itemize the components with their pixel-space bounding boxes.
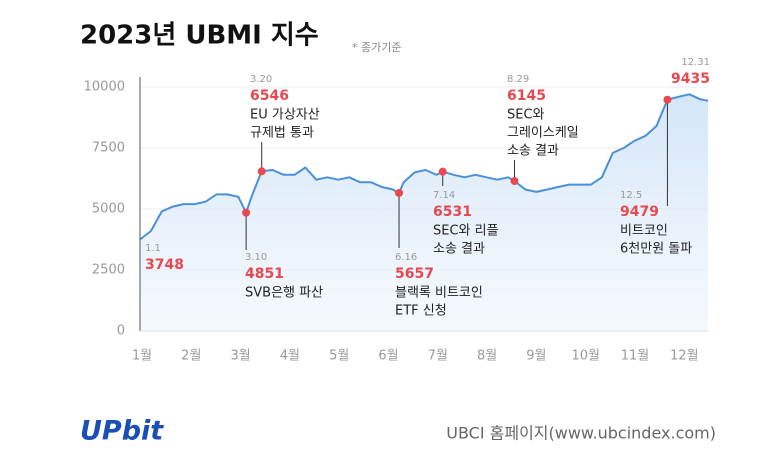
event-date: 1.1 — [145, 243, 161, 254]
event-note: SEC와 리플 — [433, 224, 499, 239]
x-tick-label: 4월 — [280, 349, 300, 364]
event-date: 6.16 — [395, 252, 417, 263]
x-tick-label: 9월 — [526, 349, 546, 364]
y-tick-label: 5000 — [92, 202, 125, 217]
event-note: 블랙록 비트코인 — [395, 286, 483, 301]
x-tick-label: 2월 — [181, 349, 201, 364]
x-tick-label: 3월 — [230, 349, 250, 364]
event-note: SVB은행 파산 — [245, 285, 323, 301]
event-value: 4851 — [245, 266, 284, 282]
event-note: SEC와 — [507, 108, 545, 123]
event-dot — [510, 177, 519, 186]
x-tick-label: 11월 — [621, 349, 650, 364]
x-tick-label: 1월 — [132, 349, 152, 364]
event-dot — [395, 188, 404, 197]
x-tick-label: 7월 — [428, 349, 448, 364]
event-value: 3748 — [145, 257, 184, 273]
event-dot — [257, 167, 266, 176]
x-tick-label: 6월 — [378, 349, 398, 364]
event-value: 5657 — [395, 266, 434, 282]
footer-link: UBCI 홈페이지(www.ubcindex.com) — [446, 424, 716, 443]
event-note: 소송 결과 — [433, 242, 485, 257]
event-note: ETF 신청 — [395, 304, 447, 319]
x-tick-label: 12월 — [670, 349, 699, 364]
event-value: 6145 — [507, 88, 546, 104]
x-tick-label: 8월 — [477, 349, 497, 364]
event-value: 9435 — [671, 71, 710, 87]
line — [139, 93, 709, 241]
event-note: 비트코인 — [620, 224, 668, 239]
event-note: 6천만원 돌파 — [620, 242, 692, 257]
event-note: 규제법 통과 — [250, 126, 314, 141]
event-dot — [438, 167, 447, 176]
event-note: 소송 결과 — [507, 144, 559, 159]
x-tick-label: 5월 — [329, 349, 349, 364]
y-tick-label: 0 — [117, 324, 125, 339]
event-date: 3.10 — [245, 252, 267, 263]
logo: UPbit — [80, 416, 164, 447]
y-tick-label: 2500 — [92, 263, 125, 278]
x-tick-label: 10월 — [571, 349, 600, 364]
y-tick-label: 7500 — [92, 141, 125, 156]
event-date: 8.29 — [507, 74, 529, 85]
event-date: 7.14 — [433, 190, 455, 201]
area — [140, 94, 708, 331]
event-value: 6546 — [250, 88, 289, 104]
event-note: 그레이스케일 — [507, 126, 579, 141]
event-dot — [663, 95, 672, 104]
event-value: 6531 — [433, 204, 472, 220]
event-date: 12.5 — [620, 190, 642, 201]
event-date: 12.31 — [681, 57, 710, 68]
event-value: 9479 — [620, 204, 659, 220]
chart-title: 2023년 UBMI 지수 — [80, 21, 319, 51]
chart-subtitle: * 종가기준 — [352, 41, 401, 54]
y-tick-label: 10000 — [84, 80, 125, 95]
event-date: 3.20 — [250, 74, 272, 85]
event-dot — [242, 208, 251, 217]
event-note: EU 가상자산 — [250, 108, 320, 123]
